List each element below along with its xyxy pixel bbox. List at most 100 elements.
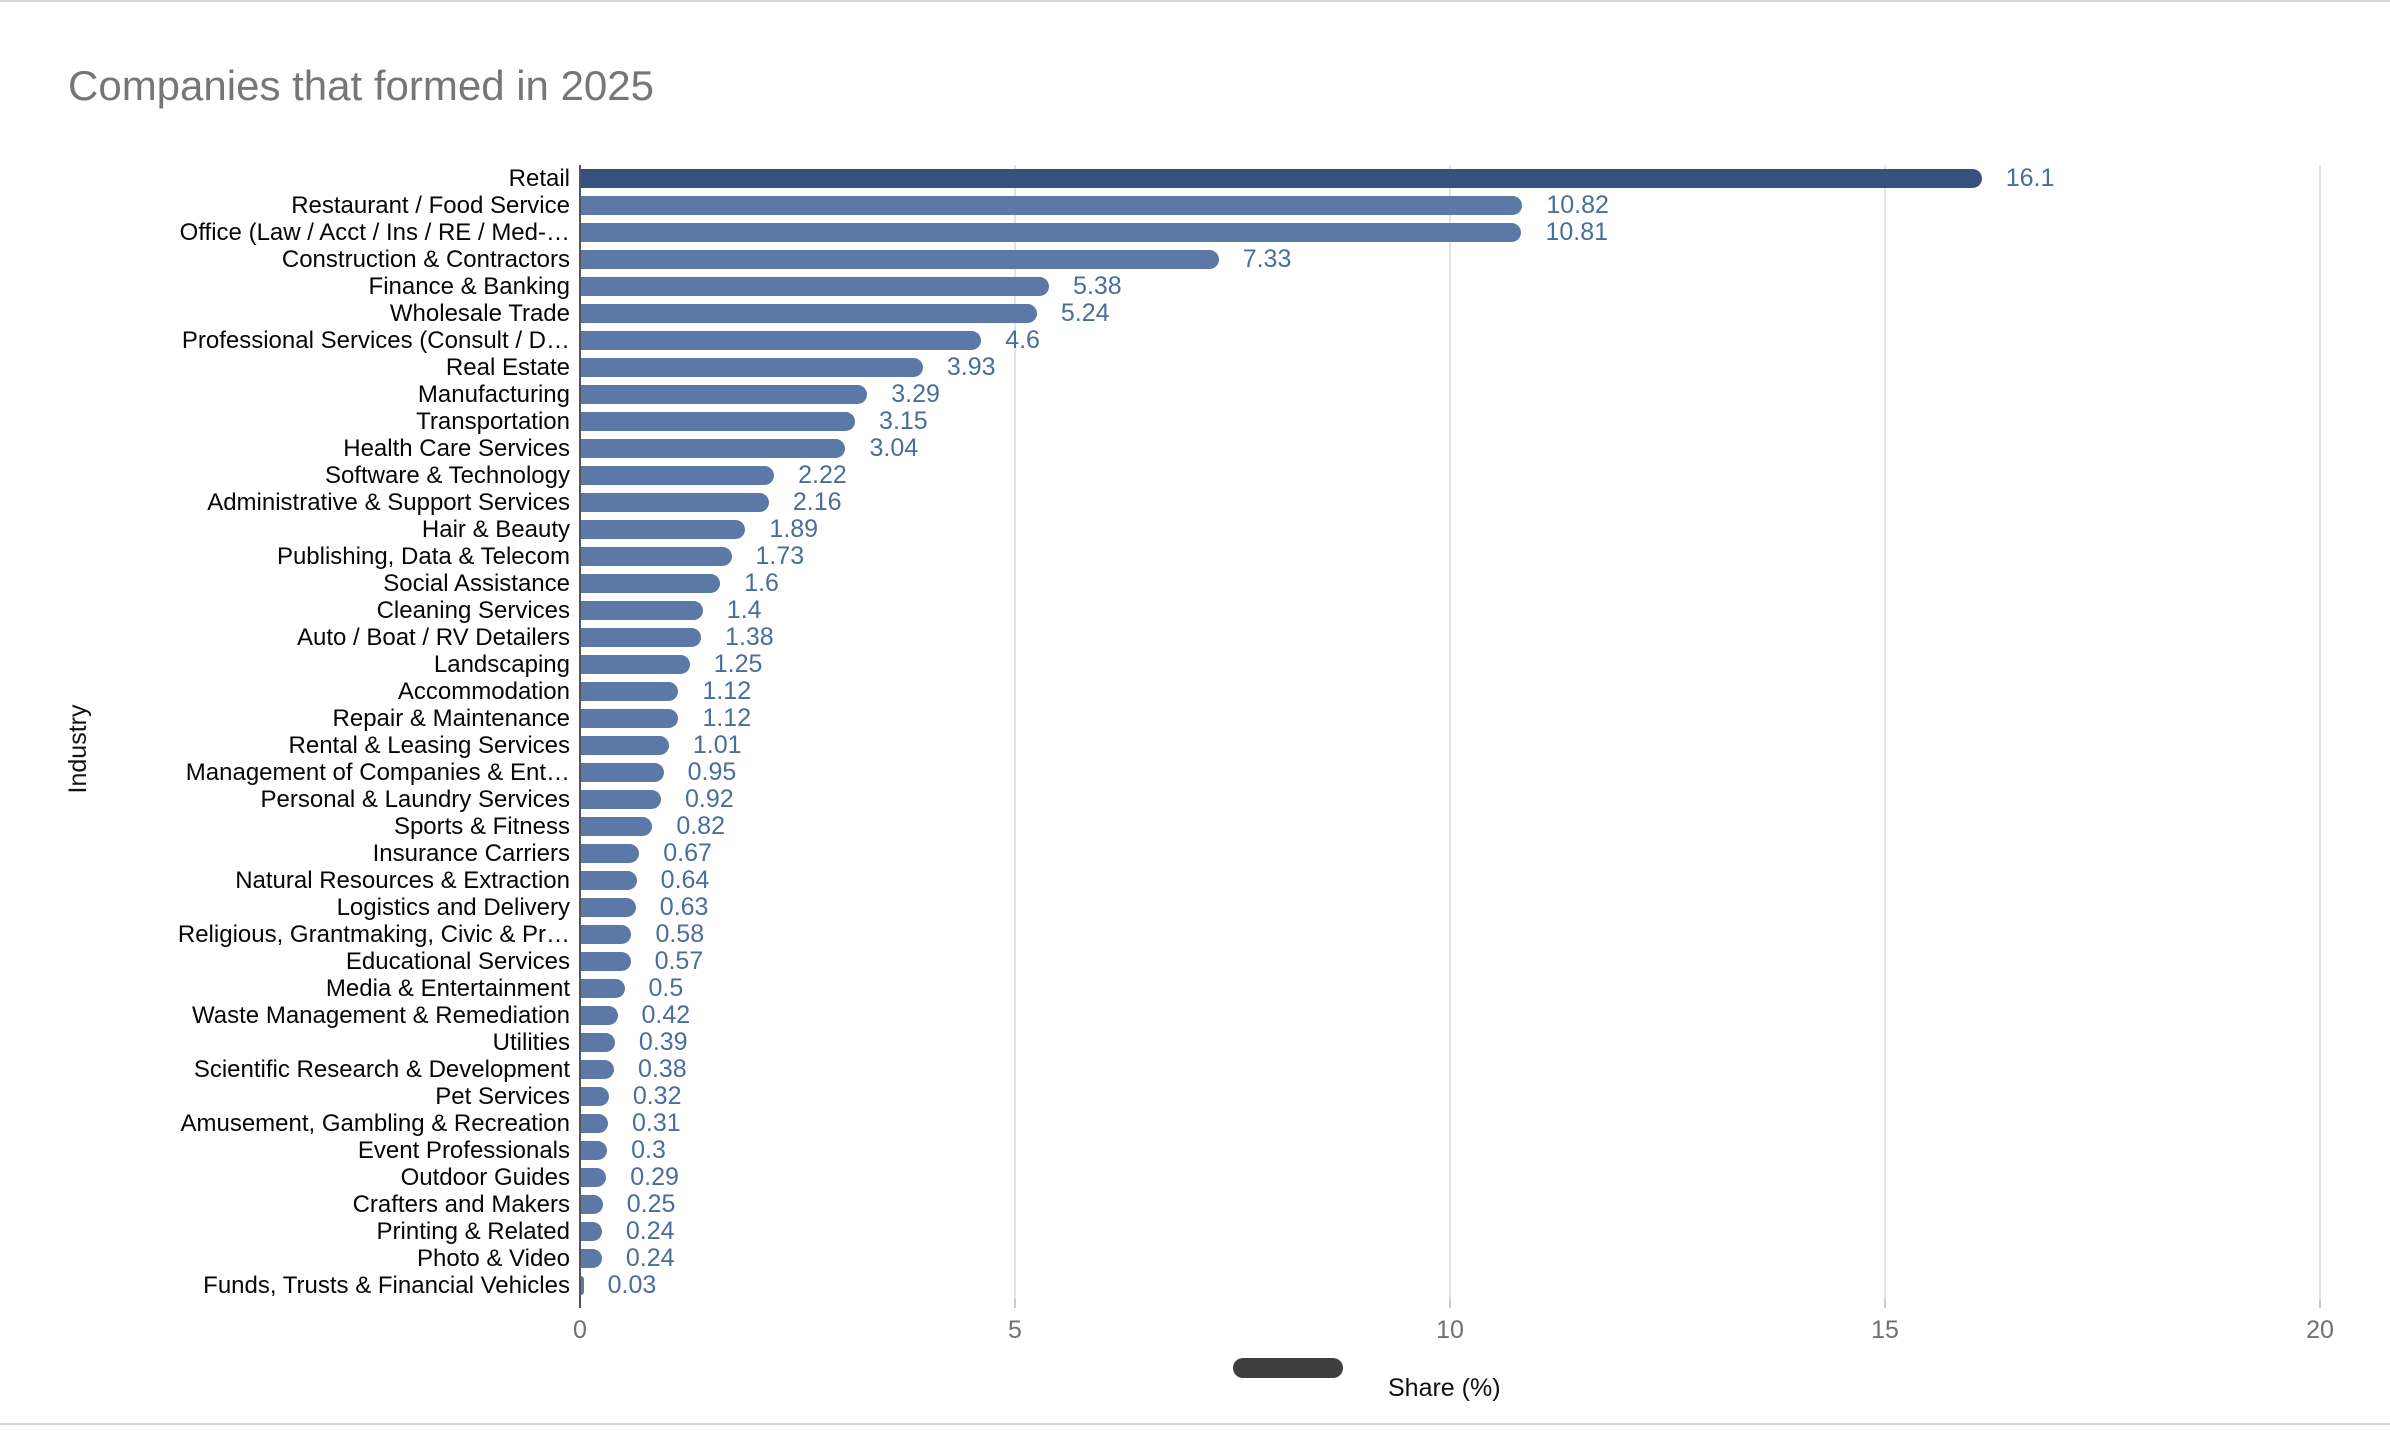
category-label: Construction & Contractors [281,246,570,273]
bar-item[interactable] [581,1195,603,1214]
bar-item[interactable] [581,223,1522,242]
bar-row: Crafters and Makers 0.25 [0,1190,2390,1219]
category-label: Outdoor Guides [400,1164,570,1191]
bar-row: Scientific Research & Development 0.38 [0,1056,2390,1084]
bar-item[interactable] [581,1276,584,1295]
bar-item[interactable] [581,979,625,998]
category-label: Religious, Grantmaking, Civic & Pr… [177,921,570,948]
bar-item[interactable] [581,331,982,350]
bar-item[interactable] [581,1222,602,1241]
bar-item[interactable] [581,763,664,782]
bar-item[interactable] [581,628,702,647]
bar-item[interactable] [581,385,868,404]
bar-item[interactable] [581,547,732,566]
value-label: 7.33 [1242,245,1292,273]
value-label: 3.15 [879,407,928,435]
y-axis-title: Industry [64,704,92,794]
bar-item[interactable] [581,250,1219,269]
category-label: Waste Management & Remediation [192,1002,570,1029]
tickmark-5 [1014,1299,1016,1308]
bar-item[interactable] [581,1087,609,1106]
bar-item[interactable] [581,952,631,971]
bar-item[interactable] [581,574,721,593]
bar-item[interactable] [581,412,856,431]
bar-row: Accommodation 1.12 [0,678,2390,706]
bar-item[interactable] [581,601,703,620]
bar-row: Personal & Laundry Services 0.92 [0,785,2390,814]
bar-item[interactable] [581,1114,608,1133]
gridline-10 [1449,165,1451,1299]
x-axis-title: Share (%) [1388,1374,1501,1402]
value-label: 2.22 [798,461,847,489]
category-label: Crafters and Makers [352,1191,570,1218]
bar-row: Restaurant / Food Service 10.82 [0,192,2390,220]
bar-row: Media & Entertainment 0.5 [0,974,2390,1003]
category-label: Logistics and Delivery [336,894,570,921]
bar-row: Funds, Trusts & Financial Vehicles 0.03 [0,1271,2390,1300]
value-label: 0.25 [626,1190,676,1218]
bar-row: Wholesale Trade 5.24 [0,299,2390,328]
bar-item[interactable] [581,844,640,863]
bar-item[interactable] [581,277,1050,296]
bar-item[interactable] [581,871,637,890]
bar-row: Religious, Grantmaking, Civic & Pr… 0.58 [0,920,2390,949]
category-label: Publishing, Data & Telecom [276,543,570,570]
category-label: Software & Technology [324,462,570,489]
bar-item[interactable] [581,304,1037,323]
value-label: 1.38 [725,623,774,651]
value-label: 10.81 [1545,218,1609,246]
bar-item[interactable] [581,925,632,944]
x-tick-label-15: 15 [1871,1316,1899,1344]
bar-item[interactable] [581,898,636,917]
value-label: 0.03 [607,1271,657,1299]
bar-row: Publishing, Data & Telecom 1.73 [0,543,2390,571]
bar-row: Software & Technology 2.22 [0,461,2390,490]
bar-item[interactable] [581,790,662,809]
value-label: 1.89 [769,515,819,543]
bar-item[interactable] [581,736,669,755]
bar-row: Finance & Banking 5.38 [0,273,2390,301]
bar-item[interactable] [581,1060,615,1079]
value-label: 0.92 [685,785,734,813]
category-label: Printing & Related [376,1218,570,1245]
bar-item[interactable] [581,466,775,485]
bar-row: Insurance Carriers 0.67 [0,840,2390,868]
bar-item[interactable] [581,682,679,701]
bar-item[interactable] [581,1006,618,1025]
bar-first[interactable] [581,169,1982,188]
value-label: 0.5 [648,974,684,1002]
category-label: Utilities [492,1029,570,1056]
category-label: Scientific Research & Development [193,1056,570,1083]
bar-row: Hair & Beauty 1.89 [0,515,2390,544]
value-label: 5.24 [1060,299,1110,327]
bar-row: Utilities 0.39 [0,1029,2390,1057]
bar-item[interactable] [581,655,690,674]
category-label: Media & Entertainment [325,975,570,1002]
category-label: Health Care Services [343,435,570,462]
bar-item[interactable] [581,1141,608,1160]
category-label: Accommodation [397,678,570,705]
series-legend-swatch[interactable] [1233,1358,1343,1378]
value-label: 0.58 [655,920,705,948]
bar-item[interactable] [581,1168,607,1187]
value-label: 0.82 [676,812,725,840]
bar-item[interactable] [581,1033,615,1052]
bar-item[interactable] [581,358,923,377]
bar-item[interactable] [581,493,769,512]
value-label: 0.63 [659,893,709,921]
bar-item[interactable] [581,520,746,539]
gridline-20 [2319,165,2321,1299]
category-label: Restaurant / Food Service [291,192,570,219]
bar-item[interactable] [581,439,846,458]
bar-item[interactable] [581,709,679,728]
category-label: Wholesale Trade [389,300,570,327]
category-label: Auto / Boat / RV Detailers [296,624,570,651]
bar-item[interactable] [581,196,1523,215]
bar-item[interactable] [581,817,653,836]
x-axis-legend: Share (%) [0,1352,2390,1422]
category-label: Personal & Laundry Services [260,786,571,813]
bar-row: Health Care Services 3.04 [0,435,2390,463]
bar-item[interactable] [581,1249,602,1268]
